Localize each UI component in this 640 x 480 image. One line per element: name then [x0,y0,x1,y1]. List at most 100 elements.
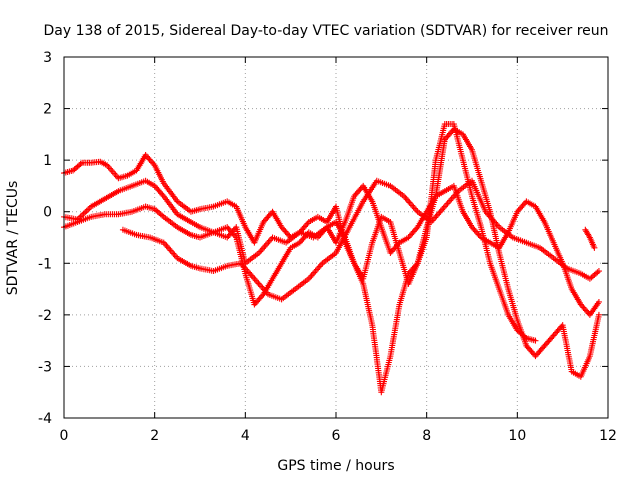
series-trace-c [61,182,602,318]
data-point [373,177,380,184]
data-point [97,158,104,165]
data-point [151,206,158,213]
data-point [265,291,271,298]
data-point [496,224,503,231]
data-point [88,213,95,220]
data-point [197,265,203,272]
data-point [160,239,167,246]
data-point [323,224,330,231]
data-point [387,182,394,189]
data-point [88,203,95,210]
data-point [242,224,249,231]
data-point [455,188,462,195]
data-point [378,389,385,396]
data-point [251,239,258,246]
data-point [160,180,167,187]
data-point [577,373,584,380]
data-point [450,121,457,128]
data-point [351,193,358,200]
data-point [296,239,303,246]
data-point [487,239,494,246]
x-tick-label: 0 [60,428,69,444]
data-point [559,322,566,329]
data-point [432,157,439,164]
data-point [310,234,317,241]
data-point [469,193,475,200]
data-point [514,208,521,215]
data-point [187,219,194,226]
data-point [251,275,258,282]
marker-trail [62,184,601,317]
data-point [396,249,403,256]
data-markers [61,121,602,396]
data-point [550,332,557,339]
data-point [133,167,140,174]
data-point [595,268,602,275]
x-axis-label: GPS time / hours [277,458,394,474]
data-point [469,177,475,184]
data-point [197,206,203,213]
data-point [405,270,412,277]
data-point [142,177,149,184]
data-point [441,136,448,143]
data-point [478,224,485,231]
data-point [478,234,485,241]
data-point [441,188,448,195]
data-point [269,234,276,241]
data-point [369,198,376,205]
data-point [496,244,503,251]
data-point [396,301,403,308]
data-point [459,157,466,164]
data-point [586,234,593,241]
data-point [505,286,512,293]
marker-trail [121,178,601,302]
data-point [360,280,367,287]
y-tick-label: 1 [43,153,52,169]
data-point [482,208,489,215]
data-point [269,208,276,215]
data-point [278,260,285,267]
data-point [224,262,231,269]
data-point [210,229,217,236]
data-point [151,182,158,189]
data-point [269,275,276,282]
data-point [428,219,435,226]
data-point [237,260,244,267]
data-point [142,151,149,158]
data-point [532,353,539,360]
data-point [414,208,421,215]
data-point [432,193,439,200]
data-point [224,234,231,241]
y-tick-label: 2 [43,102,52,118]
data-point [210,268,217,275]
data-point [401,193,407,200]
data-point [487,260,494,267]
data-point [101,195,108,202]
data-point [532,203,539,210]
data-point [147,234,154,241]
data-point [305,219,312,226]
x-tick-label: 12 [599,428,617,444]
data-point [129,208,135,215]
series-trace-e [582,226,598,251]
data-point [505,311,512,318]
data-point [582,226,589,233]
data-point [586,311,593,318]
data-point [187,208,194,215]
y-tick-label: -1 [38,256,52,272]
data-point [369,239,376,246]
data-point [351,260,358,267]
data-point [568,368,575,375]
data-point [586,353,593,360]
data-point [305,275,312,282]
data-point [187,231,194,238]
data-point [378,224,385,231]
data-point [233,203,240,210]
data-point [387,219,394,226]
data-point [414,260,421,267]
data-point [124,172,131,179]
data-point [74,219,81,226]
data-point [523,239,530,246]
marker-trail [62,127,602,394]
data-point [255,249,262,256]
